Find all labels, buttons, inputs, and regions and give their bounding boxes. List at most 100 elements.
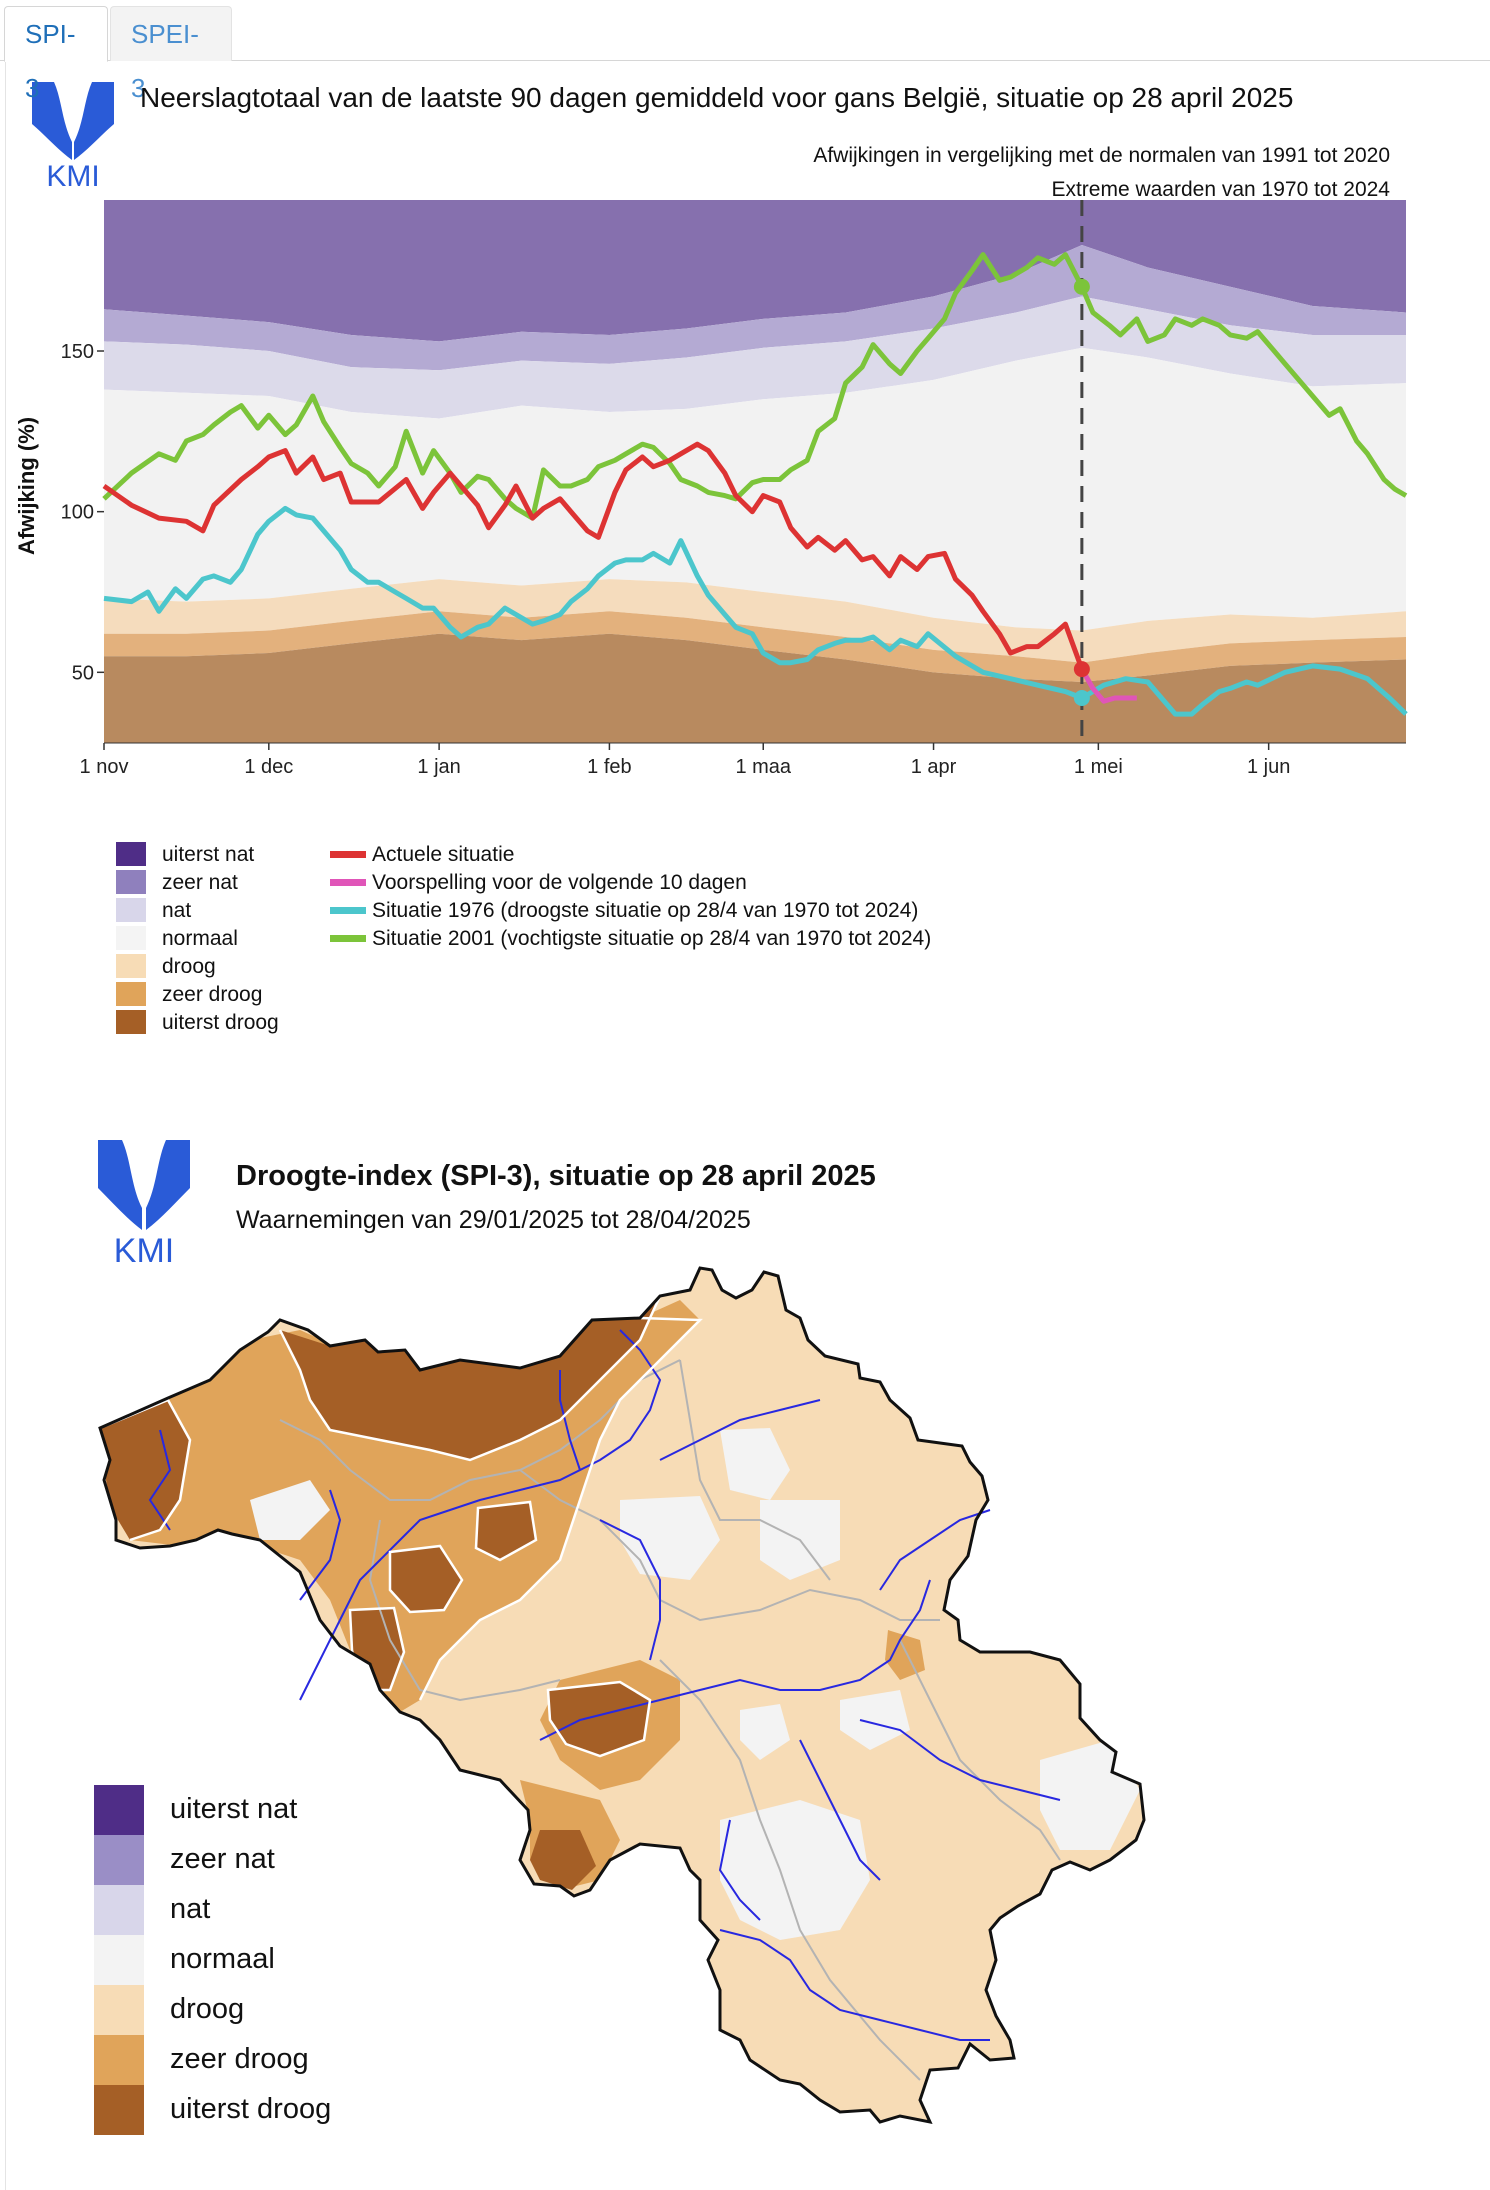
province-border: [659, 1659, 921, 2081]
legend-label: zeer nat: [162, 871, 238, 894]
map-legend-item: zeer nat: [94, 1835, 414, 1885]
chart-subtitle-extremes: Extreme waarden van 1970 tot 2024: [1051, 178, 1390, 201]
x-tick-label: 1 apr: [911, 756, 957, 778]
class-boundary: [474, 1500, 538, 1562]
map-legend-swatch: [94, 1785, 144, 1835]
river-dijle: [599, 1519, 661, 1661]
legend-label: Actuele situatie: [372, 843, 515, 866]
x-tick-label: 1 jan: [417, 756, 460, 778]
band-zeer-nat: [104, 244, 1406, 371]
legend-swatch: [116, 954, 146, 978]
legend-line-swatch: [330, 879, 366, 886]
class-boundary: [278, 1295, 662, 1462]
map-subtitle: Waarnemingen van 29/01/2025 tot 28/04/20…: [236, 1206, 751, 1234]
band-uiterst-droog: [104, 633, 1406, 743]
class-boundary: [388, 1544, 464, 1614]
map-region-normaal-5: [720, 1800, 870, 1940]
river-maas-south: [718, 1819, 761, 1921]
river-nete: [559, 1370, 581, 1471]
river-ijzer: [148, 1429, 172, 1531]
river-leie: [299, 1489, 342, 1601]
kmi-logo-text: KMI: [46, 160, 99, 190]
map-legend-item: uiterst droog: [94, 2085, 414, 2135]
legend-swatch: [116, 898, 146, 922]
kmi-logo: KMI: [32, 82, 114, 190]
map-region-normaal-7: [840, 1690, 910, 1750]
legend-line-swatch: [330, 851, 366, 858]
legend-swatch: [116, 1010, 146, 1034]
y-tick-label: 150: [61, 341, 94, 363]
map-legend-label: normaal: [170, 1943, 275, 1975]
band-droog: [104, 579, 1406, 663]
legend-label: Voorspelling voor de volgende 10 dagen: [372, 871, 747, 894]
x-tick-label: 1 jun: [1247, 756, 1290, 778]
map-province-borders: [279, 1359, 1061, 2081]
map-legend-label: droog: [170, 1993, 245, 2025]
map-class-boundaries: [99, 1295, 703, 1758]
map-legend-label: uiterst droog: [170, 2093, 332, 2125]
kmi-logo-right-shape: [146, 1140, 190, 1230]
map-region-uiterst-droog-4: [548, 1682, 650, 1756]
map-region-normaal-1: [250, 1480, 330, 1540]
map-region-zeer-droog-east: [885, 1630, 925, 1680]
map-legend-item: uiterst nat: [94, 1785, 414, 1835]
legend-line-swatch: [330, 935, 366, 942]
map-region-normaal-3: [720, 1428, 790, 1500]
map-legend-swatch: [94, 1835, 144, 1885]
x-tick-label: 1 dec: [244, 756, 293, 778]
x-tick-label: 1 nov: [80, 756, 129, 778]
map-region-uiterst-droog-5: [530, 1830, 596, 1890]
content-border: [5, 60, 6, 2190]
legend-swatch: [116, 926, 146, 950]
map-legend-label: nat: [170, 1893, 211, 1925]
map-region-uiterst-droog-1: [476, 1502, 536, 1560]
river-semois: [719, 1929, 990, 2041]
map-legend-swatch: [94, 1935, 144, 1985]
map-legend-item: zeer droog: [94, 2035, 414, 2085]
province-border: [519, 1469, 940, 1622]
kmi-logo-left-shape: [98, 1140, 142, 1230]
map-legend-item: normaal: [94, 1935, 414, 1985]
tab-bar-rule: [0, 60, 1490, 61]
map-legend-item: droog: [94, 1985, 414, 2035]
legend-label: uiterst droog: [162, 1011, 279, 1034]
tab-spi-3[interactable]: SPI-3: [4, 6, 108, 103]
province-border: [368, 1519, 561, 1702]
kmi-logo-text: KMI: [114, 1232, 174, 1266]
legend-label: nat: [162, 899, 192, 922]
legend-swatch: [116, 842, 146, 866]
chart-axes-layer: 1 nov 1 dec 1 jan 1 feb 1 maa 1 apr 1 mei 1 jun…: [61, 341, 1406, 778]
map-title: Droogte-index (SPI-3), situatie op 28 ap…: [236, 1160, 876, 1192]
map-legend-swatch: [94, 1885, 144, 1935]
y-tick-label: 100: [61, 502, 94, 524]
drought-line-chart: 1 nov 1 dec 1 jan 1 feb 1 maa 1 apr 1 mei 1 jun…: [61, 200, 1408, 778]
legend-swatch: [116, 870, 146, 894]
chart-subtitle-normals: Afwijkingen in vergelijking met de norma…: [813, 144, 1390, 167]
map-region-normaal-2: [620, 1496, 720, 1580]
series-2001: [102, 252, 1408, 521]
river-demer: [659, 1399, 821, 1461]
series-1976: [103, 505, 1408, 717]
river-maas-north: [879, 1509, 991, 1591]
map-legend-item: nat: [94, 1885, 414, 1935]
river-lesse: [799, 1739, 881, 1881]
legend-label: Situatie 1976 (droogste situatie op 28/4…: [372, 899, 919, 922]
map-rivers: [148, 1329, 1061, 2041]
legend-label: zeer droog: [162, 983, 263, 1006]
legend-label: normaal: [162, 927, 238, 950]
legend-label: droog: [162, 955, 216, 978]
class-boundary: [546, 1680, 652, 1758]
class-boundary: [99, 1398, 192, 1542]
map-region-normaal-8: [740, 1704, 790, 1760]
map-region-uiterst-droog-coast: [100, 1400, 190, 1540]
tab-spei-3[interactable]: SPEI-3: [110, 6, 232, 103]
series-actuele-situatie: [102, 441, 1085, 670]
class-boundary: [348, 1606, 406, 1692]
river-schelde: [299, 1329, 662, 1701]
legend-label: uiterst nat: [162, 843, 255, 866]
x-tick-label: 1 feb: [587, 756, 631, 778]
x-tick-label: 1 mei: [1074, 756, 1123, 778]
reference-point-series-actuele-situatie: [1073, 661, 1090, 678]
tab-bar: SPI-3 SPEI-3: [0, 0, 1490, 103]
